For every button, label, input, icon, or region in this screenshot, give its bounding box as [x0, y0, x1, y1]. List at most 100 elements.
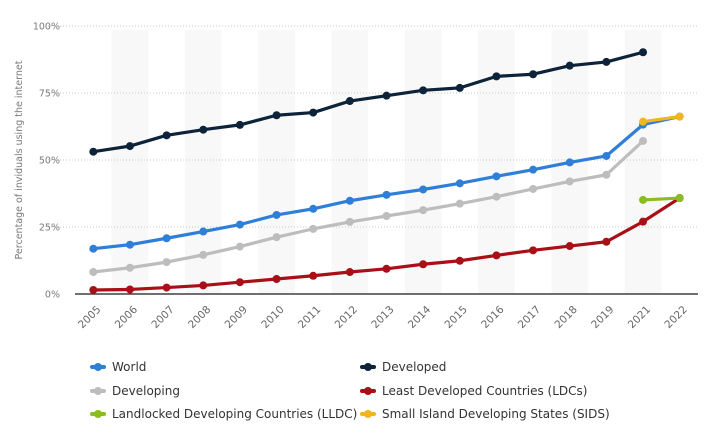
- data-point: [382, 212, 391, 221]
- data-point: [199, 227, 208, 236]
- data-point: [272, 210, 281, 219]
- y-tick-label: 50%: [39, 156, 60, 167]
- data-point: [675, 194, 684, 203]
- series-line: [91, 139, 645, 274]
- x-tick-label: 2009: [223, 304, 250, 331]
- y-tick-label: 0%: [45, 290, 60, 301]
- x-tick-label: 2022: [662, 304, 689, 331]
- data-point: [125, 240, 134, 249]
- data-point: [125, 142, 134, 151]
- data-point: [602, 57, 611, 66]
- legend-item-developing[interactable]: Developing: [90, 384, 180, 398]
- x-tick-label: 2018: [552, 304, 579, 331]
- series-line: [641, 196, 682, 202]
- y-axis-label: Percentage of inviduals using the intern…: [14, 60, 25, 259]
- y-tick-label: 100%: [33, 22, 60, 33]
- x-tick-label: 2005: [76, 304, 103, 331]
- data-point: [419, 260, 428, 269]
- legend-marker-icon: [360, 362, 376, 371]
- column-band: [331, 30, 369, 294]
- data-point: [89, 268, 98, 277]
- legend-label: Least Developed Countries (LDCs): [382, 384, 588, 398]
- legend-label: Small Island Developing States (SIDS): [382, 407, 610, 421]
- data-point: [199, 281, 208, 290]
- series-developed: [89, 48, 648, 156]
- x-tick-label: 2019: [589, 304, 616, 331]
- data-point: [235, 242, 244, 251]
- data-point: [345, 268, 354, 277]
- x-tick-label: 2015: [443, 304, 470, 331]
- column-band: [258, 30, 295, 294]
- legend-item-world[interactable]: World: [90, 360, 146, 374]
- legend-marker-icon: [360, 386, 376, 395]
- data-point: [565, 158, 574, 167]
- data-point: [419, 86, 428, 95]
- series-developing: [89, 136, 648, 277]
- data-point: [529, 70, 538, 79]
- data-point: [602, 151, 611, 160]
- line-chart: 0% 25% 50% 75% 100% Percentage of inviduals …: [14, 22, 698, 331]
- data-point: [162, 258, 171, 267]
- data-point: [602, 170, 611, 179]
- data-point: [345, 97, 354, 106]
- x-tick-label: 2021: [626, 304, 653, 331]
- data-point: [675, 112, 684, 121]
- x-tick-label: 2013: [369, 304, 396, 331]
- data-point: [89, 147, 98, 156]
- legend-item-lldc[interactable]: Landlocked Developing Countries (LLDC): [90, 407, 357, 421]
- data-point: [162, 131, 171, 140]
- data-point: [309, 271, 318, 280]
- data-point: [382, 264, 391, 273]
- data-point: [272, 233, 281, 242]
- x-tick-label: 2010: [259, 304, 286, 331]
- x-tick-label: 2011: [296, 304, 323, 331]
- data-point: [345, 196, 354, 205]
- gridlines: [48, 25, 698, 228]
- data-point: [455, 199, 464, 208]
- data-point: [455, 83, 464, 92]
- legend-label: Developed: [382, 360, 447, 374]
- data-point: [235, 220, 244, 229]
- data-point: [309, 204, 318, 213]
- data-point: [272, 111, 281, 120]
- legend-item-developed[interactable]: Developed: [360, 360, 446, 374]
- legend-label: World: [112, 360, 147, 374]
- data-point: [382, 91, 391, 100]
- data-point: [565, 242, 574, 251]
- series-least-developed-countries-ldcs: [89, 194, 684, 294]
- data-point: [639, 217, 648, 226]
- x-tick-label: 2012: [333, 304, 360, 331]
- legend-label: Landlocked Developing Countries (LLDC): [112, 407, 358, 421]
- x-tick-label: 2016: [479, 303, 507, 331]
- series-landlocked-developing-countries-lldc: [639, 194, 684, 204]
- x-tick-label: 2008: [186, 304, 213, 331]
- data-point: [639, 48, 648, 57]
- column-bands: [111, 30, 662, 294]
- data-point: [235, 120, 244, 129]
- x-tick-label: 2006: [113, 303, 141, 331]
- data-point: [639, 195, 648, 204]
- legend-label: Developing: [112, 384, 180, 398]
- data-point: [309, 108, 318, 117]
- x-tick-label: 2007: [149, 304, 176, 331]
- data-point: [492, 72, 501, 81]
- series-line: [91, 114, 682, 251]
- y-tick-label: 25%: [39, 223, 60, 234]
- series-small-island-developing-states-sids: [639, 112, 684, 126]
- data-point: [455, 256, 464, 265]
- legend-item-ldcs[interactable]: Least Developed Countries (LDCs): [360, 384, 587, 398]
- y-axis-ticks: 0% 25% 50% 75% 100%: [33, 22, 60, 301]
- legend-item-sids[interactable]: Small Island Developing States (SIDS): [360, 407, 610, 421]
- legend-marker-icon: [90, 362, 106, 371]
- data-point: [455, 179, 464, 188]
- x-tick-label: 2014: [406, 303, 434, 331]
- data-point: [565, 61, 574, 70]
- column-band: [184, 30, 222, 294]
- series-line: [91, 196, 682, 292]
- data-point: [639, 117, 648, 126]
- data-point: [162, 283, 171, 292]
- data-point: [419, 206, 428, 215]
- y-tick-label: 75%: [39, 89, 60, 100]
- series-line: [91, 50, 645, 154]
- data-point: [162, 234, 171, 243]
